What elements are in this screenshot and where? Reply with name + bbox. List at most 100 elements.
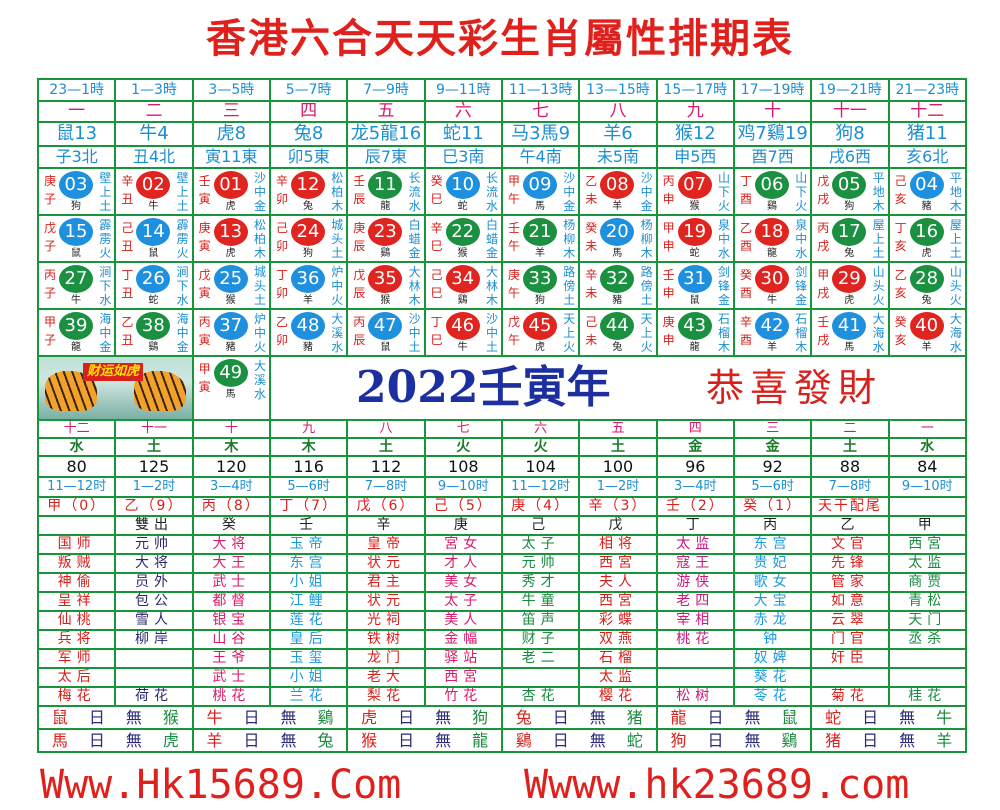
attribute-cell: 老大 — [346, 667, 426, 688]
zodiac-cell: 狗8 — [810, 121, 890, 147]
number-cell: 丙子 27 牛 涧下水 — [36, 261, 117, 310]
number-ball: 48 — [290, 312, 325, 340]
clash-char: 猴 — [361, 731, 378, 750]
clash-char: 無 — [125, 708, 142, 727]
attribute-cell: 奴婢 — [732, 648, 813, 669]
clash-char: 羊 — [936, 731, 953, 750]
animal-label: 虎 — [225, 248, 236, 259]
attribute-cell: 贵妃 — [732, 553, 813, 574]
tiger-caption: 财运如虎 — [83, 363, 144, 381]
animal-label: 龍 — [71, 342, 81, 353]
nayin-element: 城头土 — [253, 265, 266, 307]
attribute-cell: 皇帝 — [346, 534, 426, 555]
number-cell: 乙酉 18 龍 泉中水 — [732, 214, 813, 263]
stem-row: 甲（0） 乙（9） 丙（8） 丁（7） 戊（6） 己（5） 庚（4） 辛（3） 壬（2） 癸（1）… — [36, 496, 967, 517]
attribute-cell: 葵花 — [732, 667, 813, 688]
attribute-cell: 龙门 — [346, 648, 426, 669]
animal-label: 鼠 — [148, 248, 159, 259]
clash-cell: 猴日無龍 — [346, 728, 503, 753]
nayin-element: 长流水 — [408, 171, 421, 213]
animal-label: 龍 — [380, 201, 391, 212]
clash-char: 日 — [707, 708, 724, 727]
stem-branch: 辛巳 — [430, 221, 443, 253]
number-cell: 丙辰 47 鼠 沙中土 — [346, 308, 426, 357]
number-ball: 02 — [136, 171, 171, 199]
animal-label: 虎 — [921, 248, 932, 259]
nayin-element: 海中金 — [99, 312, 112, 354]
value-cell: 108 — [423, 455, 503, 478]
attribute-cell: 钟 — [732, 629, 813, 650]
stem-branch: 戊寅 — [198, 268, 211, 300]
zodiac-cell: 兔8 — [268, 121, 349, 147]
number-ball: 42 — [754, 312, 789, 340]
animal-label: 鼠 — [689, 295, 700, 306]
value-cell: 80 — [36, 455, 117, 478]
number-ball: 38 — [136, 312, 171, 340]
attribute-cell: 商贾 — [887, 572, 967, 593]
order-cell: 七 — [500, 100, 581, 123]
clash-char: 日 — [862, 708, 879, 727]
attribute-cell: 松树 — [655, 686, 735, 707]
zodiac-cell: 鼠13 — [36, 121, 117, 147]
value-cell: 100 — [578, 455, 658, 478]
nayin-element: 城头土 — [331, 218, 344, 260]
order-row: 一二三四五六七八九十十一 十二 — [36, 100, 967, 123]
zodiac-cell: 猴12 — [655, 121, 735, 147]
clash-char: 牛 — [206, 708, 223, 727]
hour-cell: 1—3時 — [114, 78, 194, 102]
stem-cell: 乙（9） — [114, 496, 194, 517]
number-ball: 17 — [832, 218, 867, 246]
branch-cell: 亥6北 — [887, 145, 967, 169]
attribute-cell: 兵将 — [36, 629, 117, 650]
number-ball: 47 — [368, 312, 403, 340]
animal-label: 馬 — [534, 201, 545, 212]
animal-label: 鷄 — [457, 295, 468, 306]
nayin-element: 沙中土 — [485, 312, 498, 354]
stem-branch: 壬午 — [507, 221, 520, 253]
animal-label: 鷄 — [766, 201, 777, 212]
attribute-cell: 赤龙 — [732, 610, 813, 631]
animal-label: 兔 — [302, 201, 313, 212]
number-cell: 癸酉 30 牛 剑锋金 — [732, 261, 813, 310]
animal-label: 牛 — [457, 342, 468, 353]
number-ball: 09 — [522, 171, 557, 199]
attribute-cell: 菊花 — [810, 686, 890, 707]
zodiac-cell: 羊6 — [578, 121, 658, 147]
number-ball: 27 — [59, 265, 93, 293]
clash-char: 無 — [435, 731, 452, 750]
clash-cell: 鷄日無蛇 — [500, 728, 658, 753]
order-cell: 一 — [887, 419, 967, 439]
clash-char: 鼠 — [781, 708, 798, 727]
animal-label: 牛 — [148, 201, 159, 212]
hour-cell: 1—2时 — [578, 476, 658, 498]
attribute-row: 太后 武士 小姐 老大 西宮 太监 葵花 — [36, 667, 967, 688]
animal-label: 豬 — [921, 201, 932, 212]
number-ball: 07 — [677, 171, 712, 199]
clash-char: 無 — [280, 708, 297, 727]
attribute-cell: 神偷 — [36, 572, 117, 593]
nayin-element: 松柏木 — [331, 171, 344, 213]
animal-label: 兔 — [921, 295, 932, 306]
nayin-element: 大溪水 — [331, 312, 344, 354]
nayin-element: 大林木 — [408, 265, 421, 307]
stem-branch: 庚辰 — [353, 221, 366, 253]
clash-char: 虎 — [361, 708, 378, 727]
clash-char: 日 — [862, 731, 879, 750]
number-ball: 31 — [677, 265, 712, 293]
number-ball: 25 — [213, 265, 248, 293]
number-ball: 20 — [600, 218, 635, 246]
attribute-cell: 夫人 — [578, 572, 658, 593]
hour-cell: 9—11時 — [423, 78, 503, 102]
branch-cell: 戌6西 — [810, 145, 890, 169]
clash-char: 兔 — [515, 708, 532, 727]
stem-branch: 己丑 — [121, 221, 134, 253]
nayin-element: 白蜡金 — [485, 218, 498, 260]
number-cell: 乙丑 38 鷄 海中金 — [114, 308, 194, 357]
nayin-element: 屋上土 — [949, 218, 962, 260]
number-ball: 32 — [600, 265, 635, 293]
value-cell: 96 — [655, 455, 735, 478]
value-cell: 84 — [887, 455, 967, 478]
animal-label: 虎 — [225, 201, 236, 212]
number-cell: 辛丑 02 牛 壁上土 — [114, 167, 194, 216]
clash-cell: 牛日無鷄 — [191, 705, 349, 730]
